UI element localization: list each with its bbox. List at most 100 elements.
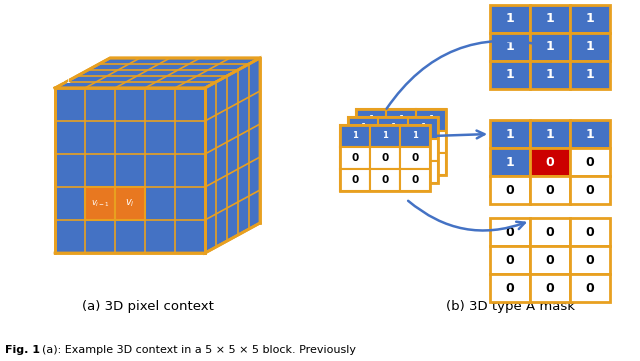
Text: 0: 0 [506, 282, 515, 295]
Bar [370, 169, 400, 191]
Text: 1: 1 [352, 131, 358, 140]
Text: 0: 0 [546, 183, 554, 196]
Bar [378, 161, 408, 183]
Text: 1: 1 [368, 116, 374, 125]
Bar [490, 176, 530, 204]
Text: 0: 0 [506, 183, 515, 196]
Bar [356, 153, 386, 175]
Bar [530, 61, 570, 89]
Bar [570, 246, 610, 274]
Bar [416, 131, 446, 153]
Bar [490, 120, 530, 148]
Text: 0: 0 [367, 137, 374, 147]
Bar [530, 218, 570, 246]
Bar [356, 109, 446, 175]
Text: 0: 0 [397, 137, 404, 147]
Text: 1: 1 [506, 156, 515, 169]
Text: (b) 3D type A mask: (b) 3D type A mask [445, 300, 575, 313]
Bar [530, 120, 570, 148]
Text: 0: 0 [586, 282, 595, 295]
Bar [490, 246, 530, 274]
Bar [570, 5, 610, 33]
Text: 0: 0 [351, 153, 358, 163]
Text: 0: 0 [381, 175, 388, 185]
Text: 0: 0 [351, 175, 358, 185]
Bar [490, 5, 530, 33]
Bar [85, 187, 115, 220]
Bar [356, 131, 386, 153]
Bar [530, 5, 570, 33]
Text: 1: 1 [546, 40, 554, 53]
Bar [340, 147, 370, 169]
Bar [416, 153, 446, 175]
Text: 0: 0 [428, 159, 435, 169]
Text: 1: 1 [506, 13, 515, 26]
Text: 0: 0 [586, 226, 595, 239]
Bar [400, 169, 430, 191]
Text: 0: 0 [506, 226, 515, 239]
Bar [530, 33, 570, 61]
Bar [348, 161, 378, 183]
Text: 0: 0 [428, 137, 435, 147]
Bar [370, 125, 400, 147]
Text: 1: 1 [586, 13, 595, 26]
Bar [570, 33, 610, 61]
Bar [416, 109, 446, 131]
Text: $v_i$: $v_i$ [125, 197, 135, 209]
Text: 1: 1 [420, 123, 426, 132]
Text: 0: 0 [397, 159, 404, 169]
Bar [570, 274, 610, 302]
Polygon shape [205, 58, 260, 253]
Bar [386, 109, 416, 131]
Bar [356, 109, 386, 131]
Bar [340, 125, 430, 191]
Text: 1: 1 [360, 123, 366, 132]
Text: 0: 0 [546, 226, 554, 239]
Text: 0: 0 [506, 253, 515, 266]
Text: 1: 1 [546, 13, 554, 26]
Text: 1: 1 [506, 69, 515, 82]
Bar [530, 148, 570, 176]
Polygon shape [55, 58, 260, 88]
Bar [490, 148, 530, 176]
Bar [408, 139, 438, 161]
Bar [570, 176, 610, 204]
Text: 1: 1 [398, 116, 404, 125]
Bar [490, 274, 530, 302]
Bar [570, 120, 610, 148]
Text: 1: 1 [546, 69, 554, 82]
Bar [386, 153, 416, 175]
Bar [400, 125, 430, 147]
Bar [490, 218, 530, 246]
Text: 1: 1 [546, 127, 554, 140]
Text: 0: 0 [546, 156, 554, 169]
Bar [115, 187, 145, 220]
Bar [530, 246, 570, 274]
Bar [530, 274, 570, 302]
Text: 0: 0 [546, 282, 554, 295]
Bar [490, 61, 530, 89]
Text: 1: 1 [586, 40, 595, 53]
Text: 0: 0 [586, 156, 595, 169]
Bar [530, 176, 570, 204]
Bar [408, 161, 438, 183]
Bar [348, 117, 438, 183]
Text: 1: 1 [586, 69, 595, 82]
Text: 0: 0 [389, 145, 397, 155]
Text: 0: 0 [360, 167, 367, 177]
Bar [570, 218, 610, 246]
Text: 1: 1 [506, 40, 515, 53]
Text: 0: 0 [419, 145, 427, 155]
Text: 0: 0 [586, 183, 595, 196]
Bar [386, 131, 416, 153]
Text: 1: 1 [586, 127, 595, 140]
Text: 1: 1 [428, 116, 434, 125]
Text: $v_1$: $v_1$ [59, 74, 72, 86]
Bar [378, 117, 408, 139]
Text: 1: 1 [412, 131, 418, 140]
Polygon shape [55, 88, 205, 253]
Text: 0: 0 [381, 153, 388, 163]
Bar [400, 147, 430, 169]
Bar [490, 33, 530, 61]
Bar [378, 139, 408, 161]
